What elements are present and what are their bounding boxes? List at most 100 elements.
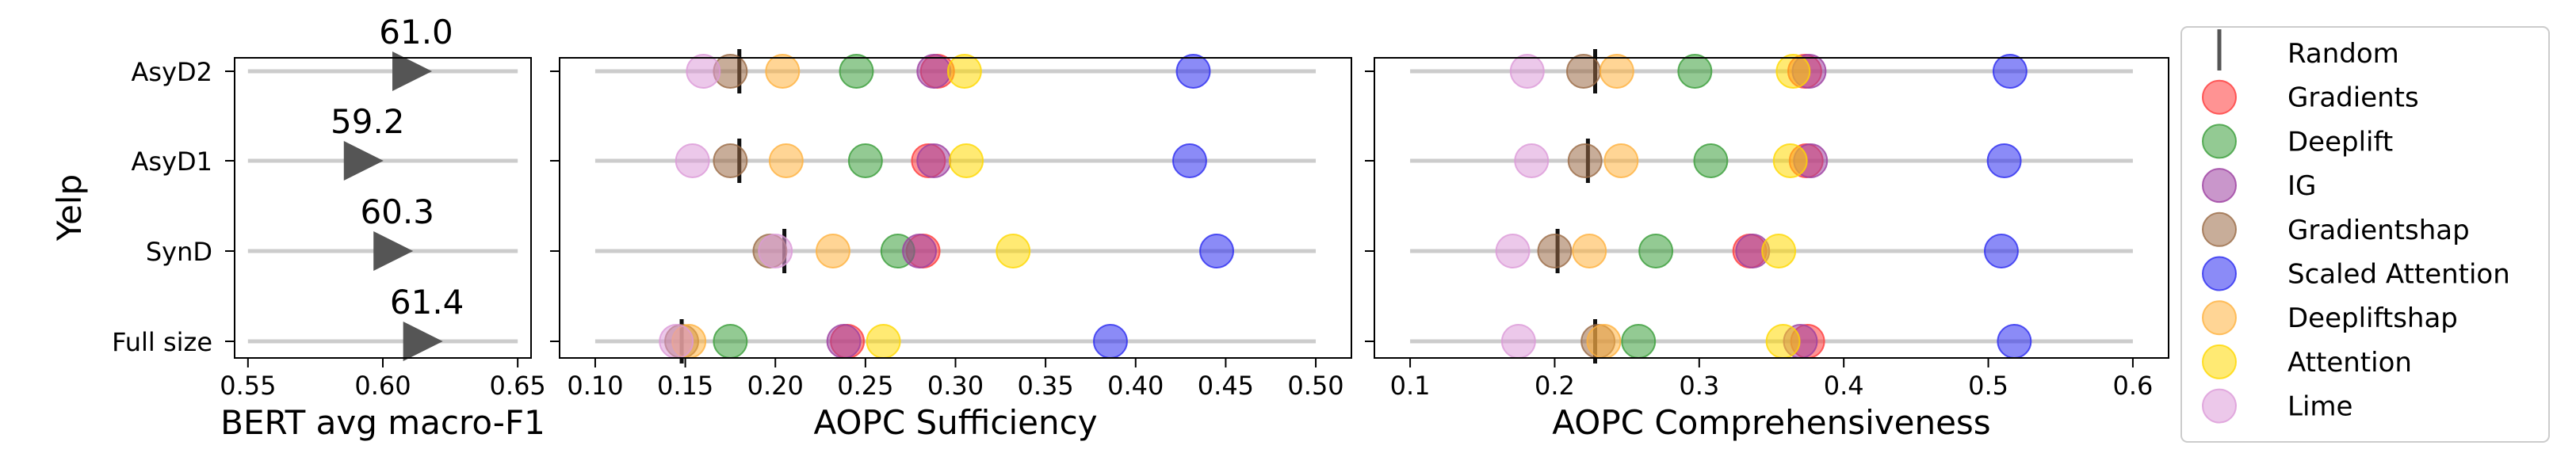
- x-axis-label: BERT avg macro-F1: [220, 403, 545, 442]
- x-tick-label: 0.35: [1018, 371, 1074, 401]
- x-tick-label: 0.2: [1535, 371, 1575, 401]
- legend-marker-ig: [2202, 168, 2237, 204]
- y-tick-label: AsyD2: [132, 57, 213, 87]
- f1-value-label: 60.3: [360, 192, 434, 231]
- f1-marker: [343, 141, 384, 181]
- point-deepliftshap: [765, 54, 801, 89]
- point-lime: [686, 54, 721, 89]
- x-tick-label: 0.50: [1287, 371, 1343, 401]
- x-tick-label: 0.30: [927, 371, 984, 401]
- f1-value-label: 61.0: [379, 13, 453, 51]
- point-deeplift: [1638, 234, 1674, 268]
- point-gradientshap: [1565, 54, 1601, 89]
- f1-marker: [373, 231, 414, 271]
- point-deepliftshap: [815, 234, 850, 268]
- legend-marker-gradients: [2202, 79, 2237, 115]
- point-deepliftshap: [1599, 54, 1634, 89]
- x-tick-label: 0.60: [354, 371, 411, 401]
- point-deeplift: [713, 324, 748, 359]
- legend-label: Deepliftshap: [2287, 303, 2458, 334]
- point-attention: [946, 54, 982, 89]
- panel-frame: [559, 57, 1352, 359]
- point-lime: [758, 234, 793, 268]
- point-deeplift: [847, 143, 883, 178]
- point-deeplift: [1677, 54, 1713, 89]
- f1-value-label: 61.4: [390, 283, 464, 322]
- legend-label: Deeplift: [2287, 126, 2393, 158]
- legend-marker-attention: [2202, 344, 2237, 379]
- point-scaled-attention: [1983, 234, 2019, 268]
- point-deepliftshap: [1586, 324, 1622, 359]
- x-tick-label: 0.10: [567, 371, 623, 401]
- legend-marker-gradientshap: [2202, 211, 2237, 247]
- point-scaled-attention: [1171, 143, 1207, 178]
- x-tick-label: 0.65: [490, 371, 546, 401]
- legend-box: [2180, 26, 2550, 443]
- legend-marker-deeplift: [2202, 124, 2237, 159]
- point-ig: [902, 234, 938, 268]
- legend-marker-deepliftshap: [2202, 300, 2237, 336]
- legend-label: IG: [2287, 170, 2316, 202]
- x-tick-label: 0.6: [2112, 371, 2153, 401]
- point-gradientshap: [713, 143, 748, 178]
- chart-axes: AsyD2 AsyD1 SynD Full size 0.55 0.60 0.65BERT …: [112, 57, 2169, 442]
- x-axis-label: AOPC Comprehensiveness: [1552, 403, 1990, 442]
- panel-frame: [1374, 57, 2169, 359]
- point-attention: [996, 234, 1031, 268]
- point-lime: [1514, 143, 1550, 178]
- y-tick-label: SynD: [146, 237, 212, 267]
- x-tick-label: 0.15: [657, 371, 713, 401]
- x-tick-label: 0.1: [1390, 371, 1431, 401]
- point-scaled-attention: [1175, 54, 1211, 89]
- x-tick-label: 0.55: [220, 371, 276, 401]
- legend: Random Gradients Deeplift IG Gradientshap Sca…: [2180, 26, 2550, 443]
- point-attention: [866, 324, 901, 359]
- legend-label: Scaled Attention: [2287, 259, 2510, 291]
- x-tick-label: 0.5: [1968, 371, 2008, 401]
- point-attention: [1772, 143, 1808, 178]
- point-deepliftshap: [1572, 234, 1607, 268]
- x-tick-label: 0.25: [837, 371, 893, 401]
- point-gradientshap: [1567, 143, 1603, 178]
- point-ig: [826, 324, 862, 359]
- point-deeplift: [1621, 324, 1657, 359]
- legend-label: Attention: [2287, 347, 2412, 379]
- point-lime: [1495, 234, 1531, 268]
- point-deeplift: [1693, 143, 1729, 178]
- point-deepliftshap: [1603, 143, 1639, 178]
- point-deeplift: [839, 54, 874, 89]
- y-tick-label: Full size: [112, 327, 212, 357]
- x-tick-label: 0.20: [747, 371, 804, 401]
- point-lime: [675, 143, 710, 178]
- point-ig: [916, 54, 952, 89]
- legend-label: Random: [2287, 38, 2399, 70]
- group-label: Yelp: [50, 174, 89, 242]
- point-scaled-attention: [1997, 324, 2032, 359]
- chart-marks: 61.0 59.2 60.3 61.4: [331, 13, 2032, 364]
- f1-marker: [392, 51, 433, 91]
- legend-marker-scaled-attention: [2202, 256, 2237, 291]
- point-scaled-attention: [1199, 234, 1235, 268]
- x-tick-label: 0.4: [1824, 371, 1864, 401]
- point-attention: [1761, 234, 1797, 268]
- legend-label: Gradientshap: [2287, 215, 2470, 246]
- x-tick-label: 0.40: [1107, 371, 1164, 401]
- y-tick-label: AsyD1: [132, 147, 213, 177]
- x-axis-label: AOPC Sufficiency: [813, 403, 1097, 442]
- x-tick-label: 0.3: [1679, 371, 1719, 401]
- legend-label: Gradients: [2287, 82, 2419, 114]
- point-ig: [916, 143, 952, 178]
- point-attention: [949, 143, 984, 178]
- f1-marker: [403, 322, 443, 361]
- point-scaled-attention: [1092, 324, 1128, 359]
- x-tick-label: 0.45: [1198, 371, 1254, 401]
- point-deepliftshap: [768, 143, 804, 178]
- point-lime: [1500, 324, 1536, 359]
- point-gradientshap: [1537, 234, 1573, 268]
- point-attention: [1765, 324, 1801, 359]
- point-lime: [1509, 54, 1545, 89]
- point-lime: [659, 324, 694, 359]
- point-attention: [1775, 54, 1811, 89]
- f1-value-label: 59.2: [331, 102, 405, 141]
